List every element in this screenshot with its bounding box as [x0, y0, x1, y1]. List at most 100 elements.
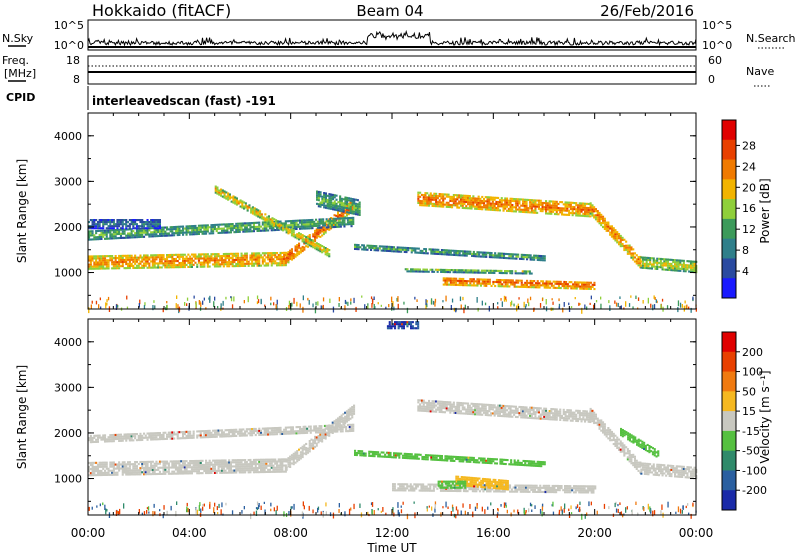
power-ground-speckle-205	[476, 297, 478, 303]
velocity-cell-864	[96, 434, 99, 437]
power-cell-1308	[293, 221, 296, 224]
power-cell-1979	[153, 225, 156, 228]
power-ground-speckle-104	[516, 305, 518, 312]
power-cell-3529	[516, 272, 519, 275]
power-cell-2743	[652, 257, 655, 260]
power-cell-2628	[612, 231, 615, 234]
velocity-cell-175	[143, 462, 146, 465]
power-cell-2827	[682, 266, 685, 269]
power-cell-148	[132, 266, 135, 269]
power-cell-486	[238, 258, 241, 261]
power-cell-481	[237, 254, 240, 257]
power-cell-1918	[125, 223, 128, 226]
power-cell-1184	[242, 230, 245, 233]
power-cell-2454	[557, 202, 560, 205]
power-cell-626	[283, 253, 286, 256]
power-cell-261	[167, 262, 170, 265]
power-cell-3357	[501, 252, 504, 255]
velocity-cell-694	[299, 455, 302, 458]
power-cell-3262	[439, 253, 442, 256]
power-cell-3158	[364, 248, 367, 251]
power-cell-1400	[332, 217, 335, 220]
velocity-cell-410	[215, 469, 218, 472]
power-cell-3475	[461, 271, 464, 274]
power-cell-992	[160, 230, 163, 233]
velocity-cell-874	[104, 436, 107, 439]
power-cell-1227	[260, 229, 263, 232]
power-cell-1297	[290, 224, 293, 227]
power-cell-1454	[216, 186, 219, 189]
velocity-cell-437	[222, 463, 225, 466]
power-cell-1842	[91, 219, 94, 222]
power-cell-2398	[539, 199, 542, 202]
velocity-cell-525	[249, 471, 252, 474]
velocity-cell-495	[240, 469, 243, 472]
power-cell-3063	[550, 282, 553, 285]
power-cell-627	[283, 251, 286, 254]
velocity-cell-46	[102, 473, 105, 476]
power-cell-1375	[320, 218, 323, 221]
power-cell-2852	[691, 264, 694, 267]
power-cell-2507	[576, 214, 579, 217]
power-ground-speckle-63	[222, 300, 224, 306]
power-cell-2095	[447, 203, 450, 206]
power-cell-1744	[335, 202, 338, 205]
velocity-cell-871	[102, 434, 105, 437]
power-cell-83	[111, 257, 114, 260]
power-ground-speckle-220	[563, 302, 565, 307]
power-cell-233	[158, 258, 161, 261]
power-cell-1007	[166, 226, 169, 229]
power-cell-2913	[465, 284, 468, 287]
power-cell-2645	[618, 237, 621, 240]
power-cell-892	[118, 237, 121, 240]
power-cell-1963	[146, 223, 149, 226]
power-cell-3004	[517, 279, 520, 282]
power-cell-833	[91, 230, 94, 233]
velocity-cell-669	[290, 458, 293, 461]
power-cell-195	[146, 256, 149, 259]
power-cell-347	[196, 265, 199, 268]
power-cell-3245	[426, 252, 429, 255]
velocity-cell-623	[277, 470, 280, 473]
power-cell-973	[153, 233, 156, 236]
power-cell-1441	[350, 218, 353, 221]
power-cell-3129	[586, 283, 589, 286]
power-cell-832	[91, 232, 94, 235]
power-cell-2963	[495, 281, 498, 284]
power-cell-364	[201, 261, 204, 264]
power-cell-3208	[398, 248, 401, 251]
power-cell-2163	[468, 205, 471, 208]
velocity-cell-421	[219, 469, 222, 472]
power-cell-422	[219, 257, 222, 260]
power-cell-157	[134, 256, 137, 259]
power-cell-2663	[625, 246, 628, 249]
power-cell-2834	[684, 264, 687, 267]
power-cell-496	[242, 262, 245, 265]
power-cell-3246	[428, 248, 431, 251]
power-cell-2146	[463, 200, 466, 203]
power-cell-1241	[265, 223, 268, 226]
power-cell-498	[242, 258, 245, 261]
power-cell-189	[144, 256, 147, 259]
velocity-cell-972	[157, 438, 160, 441]
power-cell-2136	[459, 194, 462, 197]
power-cell-1629	[310, 239, 313, 242]
power-cell-2953	[487, 280, 490, 283]
velocity-cell-415	[217, 467, 220, 470]
power-cell-1832	[88, 227, 91, 230]
power-cell-3051	[545, 286, 548, 289]
power-cell-2178	[472, 199, 475, 202]
power-cell-3145	[354, 243, 357, 246]
power-cell-2121	[456, 204, 459, 207]
power-cell-2023	[424, 196, 427, 199]
power-cell-2426	[550, 212, 553, 215]
velocity-cell-490	[238, 465, 241, 468]
power-cell-1083	[197, 226, 200, 229]
power-cell-2846	[689, 264, 692, 267]
velocity-cell-332	[192, 468, 195, 471]
power-cell-144	[130, 262, 133, 265]
power-cell-245	[162, 256, 165, 259]
velocity-cell-284	[178, 468, 181, 471]
power-cell-2312	[513, 198, 516, 201]
power-cell-473	[235, 256, 238, 259]
